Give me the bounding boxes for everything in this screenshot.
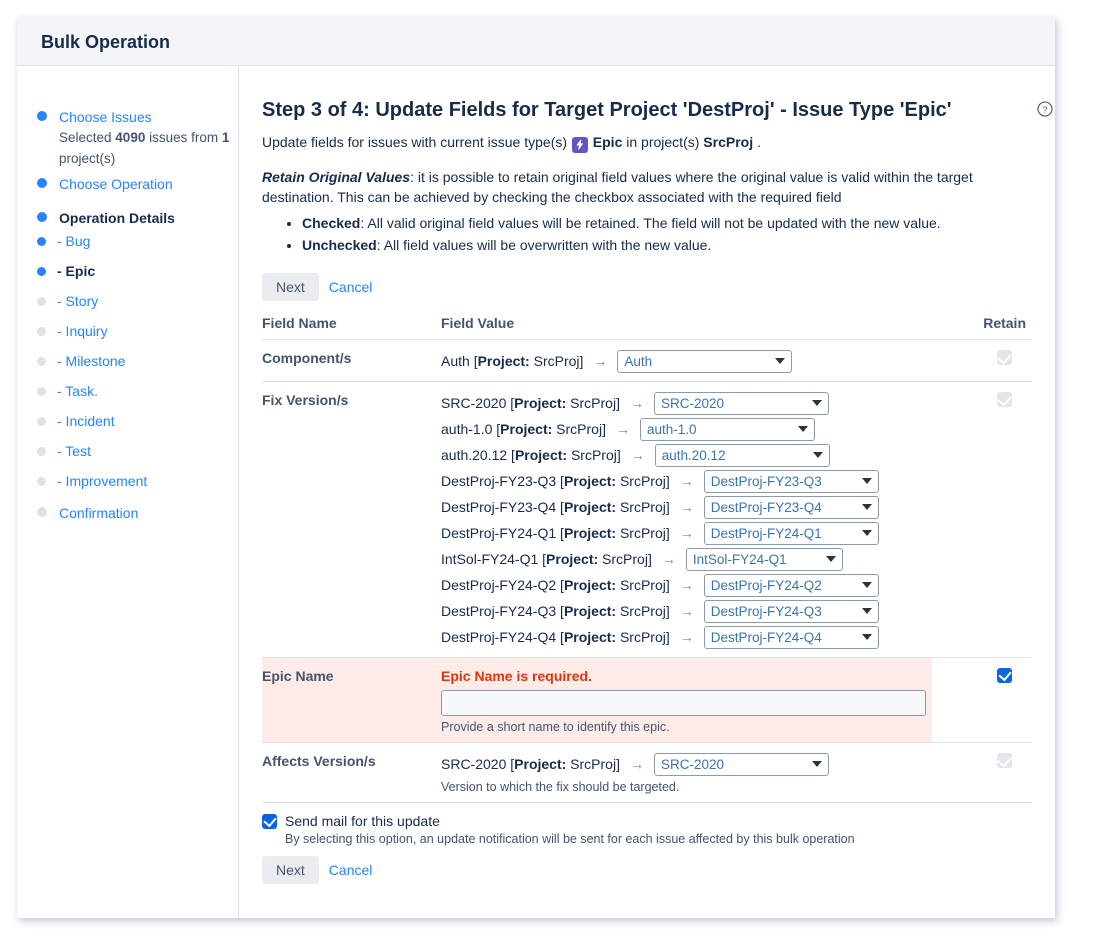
svg-text:?: ? — [1043, 104, 1048, 114]
